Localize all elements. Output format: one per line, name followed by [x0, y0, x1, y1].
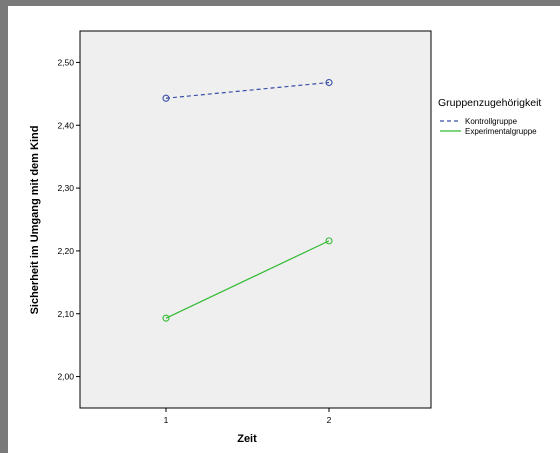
- data-point: [325, 78, 333, 87]
- series-line: [165, 240, 330, 319]
- y-axis-title: Sicherheit im Umgang mit dem Kind: [29, 126, 41, 315]
- y-tick-label: 2,00: [57, 372, 74, 382]
- data-point: [162, 94, 170, 102]
- y-tick-label: 2,30: [57, 183, 74, 193]
- data-point: [162, 314, 170, 322]
- y-tick-label: 2,20: [57, 246, 74, 256]
- y-tick-label: 2,10: [57, 309, 74, 319]
- y-tick-label: 2,40: [57, 120, 74, 130]
- series-line: [165, 81, 330, 99]
- x-tick-label: 1: [164, 415, 169, 425]
- plot-area: [79, 30, 432, 409]
- x-tick-label: 2: [327, 415, 332, 425]
- series-layer: [162, 78, 333, 322]
- x-axis-title: Zeit: [237, 433, 257, 445]
- data-point: [325, 237, 333, 245]
- legend-item-label: Kontrollgruppe: [465, 117, 518, 126]
- y-tick-label: 2,50: [57, 57, 74, 67]
- legend-item-label: Experimentalgruppe: [465, 127, 537, 136]
- y-axis: 2,00 2,10 2,20 2,30 2,40 2,50: [57, 57, 80, 382]
- legend-title: Gruppenzugehörigkeit: [438, 97, 541, 109]
- legend: Gruppenzugehörigkeit KontrollgruppeExper…: [438, 97, 541, 136]
